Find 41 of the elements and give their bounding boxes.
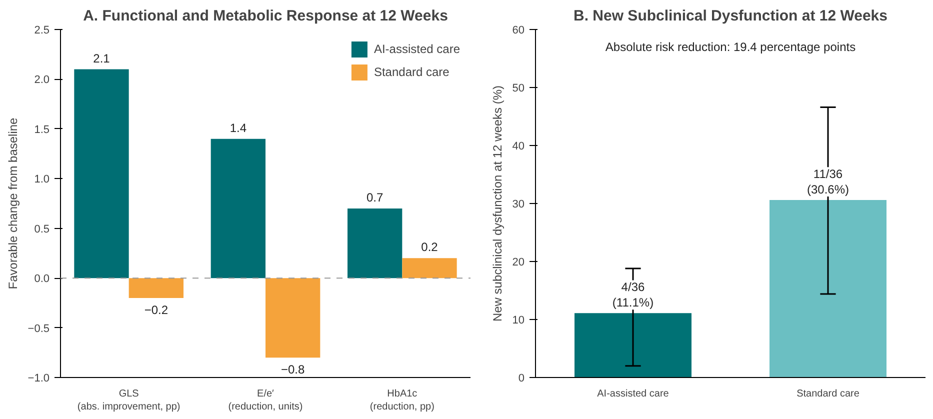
y-tick-label: 0.5 [34,223,50,236]
data-label: −0.2 [144,302,168,317]
data-label: 0.2 [421,240,438,254]
data-label: 11/36 (30.6%) [806,167,850,197]
data-label: −0.8 [280,362,306,377]
y-axis-title: Favorable change from baseline [6,117,20,290]
legend-label: Standard care [374,65,450,79]
bar [348,208,402,278]
y-tick-label: −0.5 [28,322,50,335]
x-tick-label: Standard care [796,388,860,400]
y-tick-label: 1.0 [34,174,50,186]
chart-title: A. Functional and Metabolic Response at 12 Weeks [83,8,448,24]
bar [128,278,184,298]
y-tick-label: 20 [512,256,525,268]
x-tick-label: AI-assisted care [597,388,670,400]
bar [402,258,457,278]
y-tick-label: 40 [512,140,525,152]
y-tick-label: 0 [518,372,525,384]
y-tick-label: 10 [512,314,525,326]
data-label: 0.7 [366,190,384,205]
y-tick-label: −1.0 [28,372,50,384]
bar [74,69,129,278]
x-tick-label: E/e′ (reduction, units) [228,388,303,413]
data-label: 4/36 (11.1%) [612,280,654,310]
x-tick-label: GLS (abs. improvement, pp) [77,388,180,413]
y-tick-label: 1.5 [34,124,50,136]
y-tick-label: 2.0 [34,74,50,86]
y-tick-label: 30 [512,198,525,210]
data-label: 1.4 [230,120,247,135]
legend-label: AI-assisted care [374,42,460,56]
bar [266,278,320,358]
y-tick-label: 2.5 [34,24,50,36]
bar [210,138,266,278]
chart-title: B. New Subclinical Dysfunction at 12 Weeks [574,8,888,24]
data-label: 2.1 [93,51,110,66]
x-tick-label: HbA1c (reduction, pp) [370,388,434,413]
annotation: Absolute risk reduction: 19.4 percentage points [605,40,856,54]
y-tick-label: 50 [512,82,525,94]
y-axis-title: New subclinical dysfunction at 12 weeks (%) [490,85,504,322]
y-tick-label: 0.0 [34,273,50,286]
y-tick-label: 60 [512,24,525,36]
